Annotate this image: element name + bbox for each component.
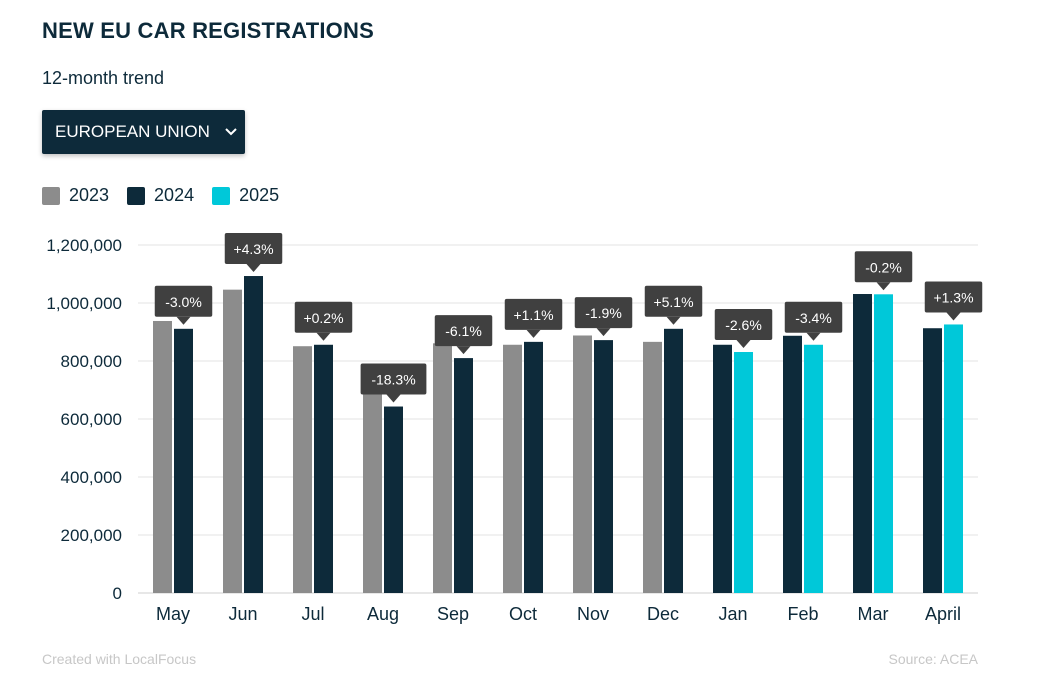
legend-item-2025[interactable]: 2025 xyxy=(212,185,279,206)
bar-2023-jul xyxy=(293,346,312,593)
change-callout-pointer xyxy=(316,332,331,341)
legend-swatch-2024 xyxy=(127,186,146,205)
change-callout xyxy=(360,363,427,395)
change-callout xyxy=(294,301,353,333)
y-tick-label: 0 xyxy=(113,584,122,603)
bar-2023-may xyxy=(153,320,172,593)
y-tick-label: 1,200,000 xyxy=(46,236,122,255)
change-label: -3.0% xyxy=(165,294,202,310)
bar-2024-sep xyxy=(454,358,473,593)
change-callout-pointer xyxy=(736,340,751,349)
bar-2024-april xyxy=(923,328,942,593)
change-callout-pointer xyxy=(176,316,191,325)
bar-2023-nov xyxy=(573,335,592,593)
change-callout xyxy=(784,301,843,333)
change-callout-pointer xyxy=(386,394,401,403)
change-callout xyxy=(434,315,493,347)
change-label: -18.3% xyxy=(371,372,415,388)
x-tick-label: Dec xyxy=(647,604,679,624)
change-callout-pointer xyxy=(876,282,891,291)
bar-2024-feb xyxy=(783,335,802,593)
chevron-down-icon xyxy=(225,128,237,136)
x-tick-label: Jul xyxy=(301,604,324,624)
x-tick-label: May xyxy=(156,604,190,624)
change-callout xyxy=(644,285,703,317)
legend-label-2024: 2024 xyxy=(154,185,195,205)
bar-2024-may xyxy=(174,328,193,593)
bar-2024-nov xyxy=(594,340,613,593)
bar-2024-mar xyxy=(853,294,872,593)
bar-2024-oct xyxy=(524,341,543,593)
bar-2024-aug xyxy=(384,406,403,593)
y-tick-label: 400,000 xyxy=(61,468,122,487)
change-callout xyxy=(224,233,283,265)
x-tick-label: April xyxy=(925,604,961,624)
change-callout-pointer xyxy=(456,346,471,355)
legend-item-2023[interactable]: 2023 xyxy=(42,185,109,206)
change-callout xyxy=(574,297,633,329)
change-label: +4.3% xyxy=(233,241,273,257)
bar-2023-jun xyxy=(223,289,242,593)
bar-2023-oct xyxy=(503,344,522,593)
change-callout-pointer xyxy=(596,328,611,337)
chart-title: NEW EU CAR REGISTRATIONS xyxy=(42,18,374,43)
change-callout xyxy=(154,285,213,317)
bar-2025-mar xyxy=(874,294,893,593)
x-tick-label: Oct xyxy=(509,604,537,624)
footer-credit[interactable]: Created with LocalFocus xyxy=(42,651,197,667)
bar-2024-jan xyxy=(713,344,732,593)
region-dropdown-label: EUROPEAN UNION xyxy=(55,122,210,141)
change-label: +1.3% xyxy=(933,289,973,305)
change-callout-pointer xyxy=(806,332,821,341)
legend-item-2024[interactable]: 2024 xyxy=(127,185,194,206)
y-tick-label: 200,000 xyxy=(61,526,122,545)
bar-2023-sep xyxy=(433,343,452,593)
x-tick-label: Feb xyxy=(787,604,818,624)
bar-2023-aug xyxy=(363,364,382,593)
y-tick-label: 1,000,000 xyxy=(46,294,122,313)
bar-2025-april xyxy=(944,324,963,593)
legend-label-2023: 2023 xyxy=(69,185,110,205)
x-tick-label: Jan xyxy=(718,604,747,624)
legend-swatch-2025 xyxy=(212,186,231,205)
x-tick-label: Nov xyxy=(577,604,609,624)
y-tick-label: 800,000 xyxy=(61,352,122,371)
bar-2024-jun xyxy=(244,276,263,593)
change-label: -6.1% xyxy=(445,323,482,339)
region-dropdown[interactable]: EUROPEAN UNION xyxy=(42,110,245,154)
x-tick-label: Sep xyxy=(437,604,469,624)
chart-subtitle: 12-month trend xyxy=(42,68,165,88)
legend-label-2025: 2025 xyxy=(239,185,280,205)
change-label: -0.2% xyxy=(865,259,902,275)
change-callout-pointer xyxy=(666,316,681,325)
change-callout-pointer xyxy=(946,312,961,321)
bar-2025-feb xyxy=(804,344,823,593)
bar-2024-dec xyxy=(664,328,683,593)
change-callout xyxy=(924,281,983,313)
y-tick-label: 600,000 xyxy=(61,410,122,429)
change-label: -3.4% xyxy=(795,310,832,326)
x-tick-label: Aug xyxy=(367,604,399,624)
change-callout-pointer xyxy=(526,329,541,338)
change-label: +0.2% xyxy=(303,310,343,326)
change-label: -2.6% xyxy=(725,317,762,333)
x-tick-label: Mar xyxy=(858,604,889,624)
bar-2023-dec xyxy=(643,341,662,593)
bar-2025-jan xyxy=(734,352,753,593)
bar-chart: 0 200,000 400,000 600,000 800,000 1,000,000 1,… xyxy=(46,233,983,624)
change-callout xyxy=(714,309,773,341)
footer-source: Source: ACEA xyxy=(888,651,979,667)
change-label: +5.1% xyxy=(653,294,693,310)
bar-2024-jul xyxy=(314,344,333,593)
change-label: +1.1% xyxy=(513,307,553,323)
change-callout xyxy=(854,251,913,283)
x-tick-label: Jun xyxy=(228,604,257,624)
change-callout-pointer xyxy=(246,264,261,273)
change-label: -1.9% xyxy=(585,305,622,321)
chart-legend: 2023 2024 2025 xyxy=(42,185,297,206)
change-callout xyxy=(504,298,563,330)
legend-swatch-2023 xyxy=(42,186,60,205)
